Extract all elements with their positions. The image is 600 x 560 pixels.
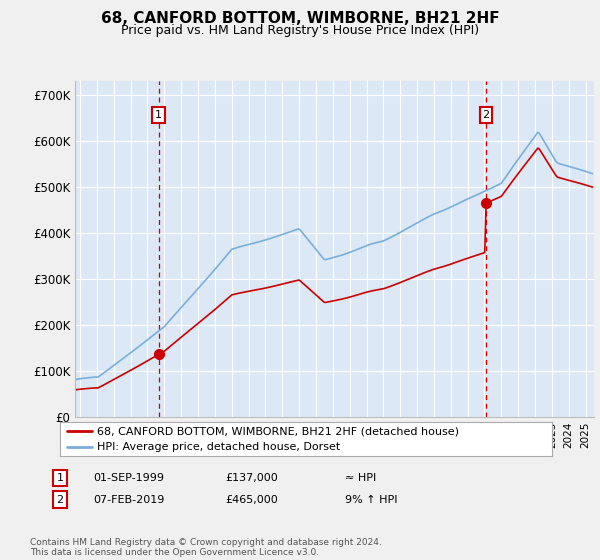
Text: 01-SEP-1999: 01-SEP-1999 [93, 473, 164, 483]
Text: 07-FEB-2019: 07-FEB-2019 [93, 494, 164, 505]
Text: 2: 2 [56, 494, 64, 505]
Text: Contains HM Land Registry data © Crown copyright and database right 2024.
This d: Contains HM Land Registry data © Crown c… [30, 538, 382, 557]
Text: 68, CANFORD BOTTOM, WIMBORNE, BH21 2HF (detached house): 68, CANFORD BOTTOM, WIMBORNE, BH21 2HF (… [97, 426, 459, 436]
Text: HPI: Average price, detached house, Dorset: HPI: Average price, detached house, Dors… [97, 442, 340, 452]
Text: Price paid vs. HM Land Registry's House Price Index (HPI): Price paid vs. HM Land Registry's House … [121, 24, 479, 36]
Text: 9% ↑ HPI: 9% ↑ HPI [345, 494, 398, 505]
Text: 2: 2 [482, 110, 490, 120]
Text: 1: 1 [155, 110, 162, 120]
Text: 68, CANFORD BOTTOM, WIMBORNE, BH21 2HF: 68, CANFORD BOTTOM, WIMBORNE, BH21 2HF [101, 11, 499, 26]
Text: £465,000: £465,000 [225, 494, 278, 505]
Text: £137,000: £137,000 [225, 473, 278, 483]
Text: 1: 1 [56, 473, 64, 483]
Text: ≈ HPI: ≈ HPI [345, 473, 376, 483]
